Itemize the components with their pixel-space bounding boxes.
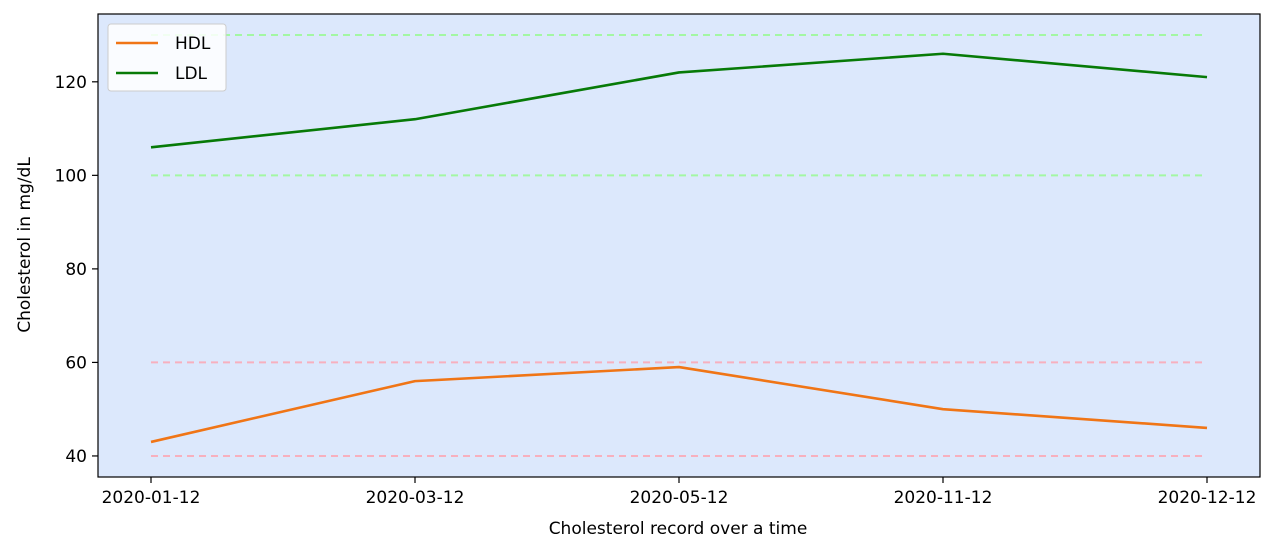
x-tick-label: 2020-11-12	[894, 488, 993, 508]
x-tick-label: 2020-12-12	[1158, 488, 1257, 508]
x-tick-label: 2020-01-12	[102, 488, 201, 508]
y-tick-label: 80	[65, 260, 87, 280]
x-tick-label: 2020-05-12	[630, 488, 729, 508]
y-tick-label: 60	[65, 353, 87, 373]
y-tick-label: 100	[55, 166, 87, 186]
y-tick-label: 40	[65, 447, 87, 467]
legend: HDL LDL	[108, 24, 226, 91]
y-axis-label: Cholesterol in mg/dL	[15, 157, 35, 333]
legend-label-ldl: LDL	[175, 64, 208, 84]
y-tick-label: 120	[55, 73, 87, 93]
x-tick-label: 2020-03-12	[366, 488, 465, 508]
x-axis-label: Cholesterol record over a time	[549, 519, 808, 539]
plot-area	[98, 14, 1260, 477]
legend-label-hdl: HDL	[175, 34, 211, 54]
